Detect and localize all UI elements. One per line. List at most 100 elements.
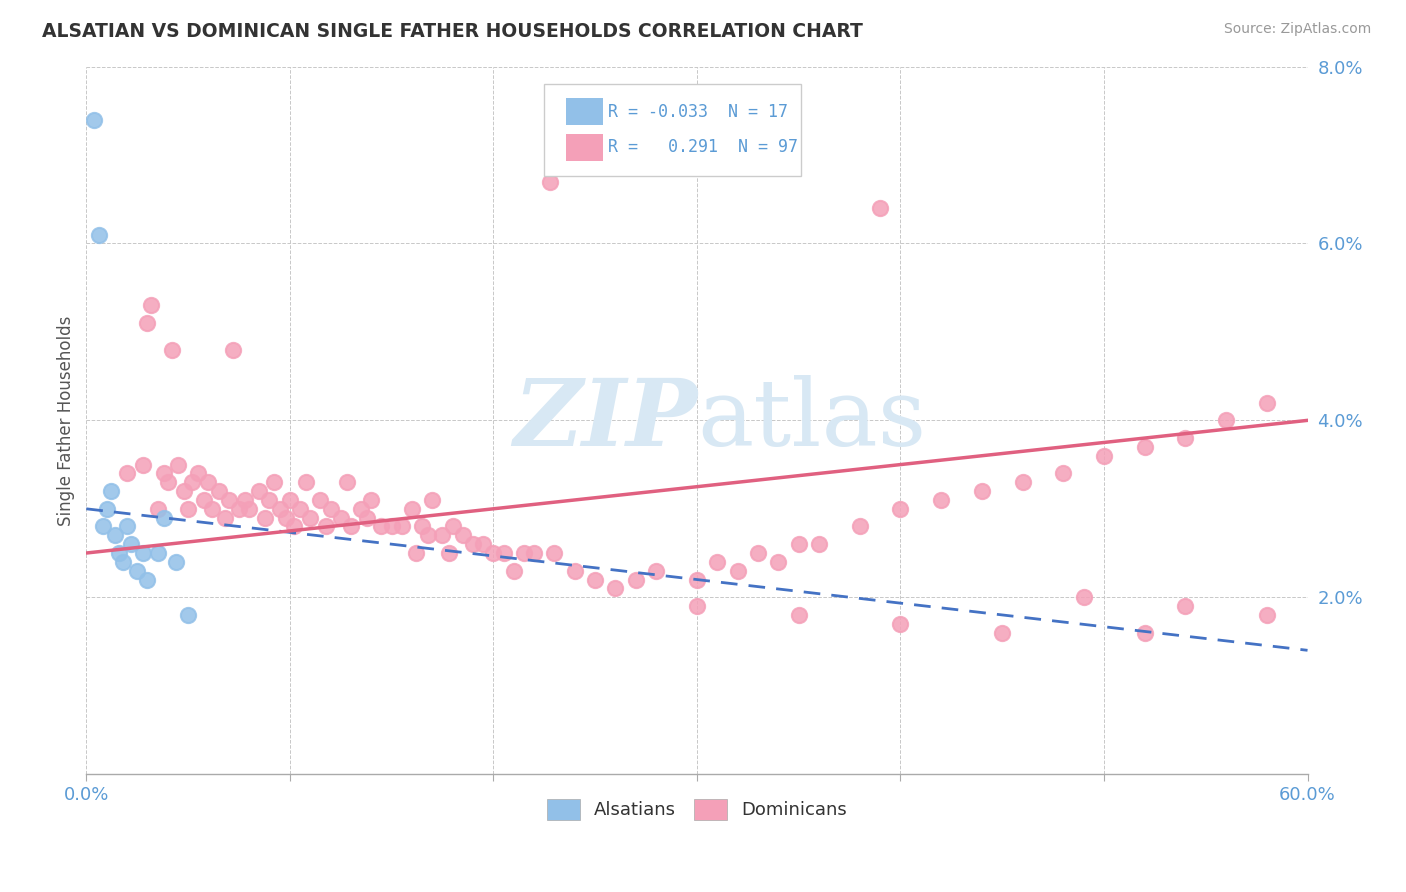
Point — [111, 555, 134, 569]
Text: atlas: atlas — [697, 376, 927, 466]
Point — [247, 484, 270, 499]
Y-axis label: Single Father Households: Single Father Households — [58, 315, 75, 525]
Point — [492, 546, 515, 560]
Point — [181, 475, 204, 490]
Point — [513, 546, 536, 560]
Point — [437, 546, 460, 560]
Text: R =   0.291  N = 97: R = 0.291 N = 97 — [607, 138, 797, 156]
Point — [152, 467, 174, 481]
Point — [1174, 431, 1197, 445]
Point — [451, 528, 474, 542]
Point — [228, 501, 250, 516]
Point — [309, 492, 332, 507]
Point — [115, 519, 138, 533]
Point — [278, 492, 301, 507]
Point — [502, 564, 524, 578]
Point — [160, 343, 183, 357]
Point — [706, 555, 728, 569]
Point — [543, 546, 565, 560]
Point — [889, 616, 911, 631]
Point — [1215, 413, 1237, 427]
Point — [405, 546, 427, 560]
Point — [214, 510, 236, 524]
Point — [120, 537, 142, 551]
Point — [167, 458, 190, 472]
Text: ALSATIAN VS DOMINICAN SINGLE FATHER HOUSEHOLDS CORRELATION CHART: ALSATIAN VS DOMINICAN SINGLE FATHER HOUS… — [42, 22, 863, 41]
Point — [96, 501, 118, 516]
Point — [104, 528, 127, 542]
Point — [1073, 591, 1095, 605]
Point — [263, 475, 285, 490]
Point — [929, 492, 952, 507]
Point — [141, 298, 163, 312]
Text: ZIP: ZIP — [513, 376, 697, 466]
Point — [315, 519, 337, 533]
Point — [461, 537, 484, 551]
Point — [420, 492, 443, 507]
Point — [768, 555, 790, 569]
Point — [381, 519, 404, 533]
Point — [132, 458, 155, 472]
Point — [350, 501, 373, 516]
Text: R = -0.033  N = 17: R = -0.033 N = 17 — [607, 103, 787, 121]
Point — [207, 484, 229, 499]
Point — [1092, 449, 1115, 463]
Point — [605, 582, 627, 596]
Point — [401, 501, 423, 516]
Point — [173, 484, 195, 499]
Point — [441, 519, 464, 533]
Point — [564, 564, 586, 578]
Point — [319, 501, 342, 516]
Point — [87, 227, 110, 242]
Point — [645, 564, 668, 578]
Point — [472, 537, 495, 551]
Point — [1256, 395, 1278, 409]
Point — [299, 510, 322, 524]
Point — [193, 492, 215, 507]
Point — [218, 492, 240, 507]
Point — [482, 546, 505, 560]
Point — [848, 519, 870, 533]
Bar — [567, 98, 603, 125]
Point — [165, 555, 187, 569]
Point — [411, 519, 433, 533]
Point — [360, 492, 382, 507]
Point — [197, 475, 219, 490]
Point — [156, 475, 179, 490]
Point — [418, 528, 440, 542]
Point — [808, 537, 831, 551]
Point — [889, 501, 911, 516]
Point — [1133, 625, 1156, 640]
Text: Source: ZipAtlas.com: Source: ZipAtlas.com — [1223, 22, 1371, 37]
Point — [329, 510, 352, 524]
Point — [624, 573, 647, 587]
Point — [100, 484, 122, 499]
Point — [136, 316, 159, 330]
Point — [574, 157, 596, 171]
Point — [991, 625, 1014, 640]
Point — [1133, 440, 1156, 454]
Point — [523, 546, 546, 560]
Point — [274, 510, 297, 524]
Point — [370, 519, 392, 533]
Point — [132, 546, 155, 560]
FancyBboxPatch shape — [544, 84, 801, 177]
Point — [869, 201, 891, 215]
Point — [727, 564, 749, 578]
Point — [340, 519, 363, 533]
Point — [222, 343, 245, 357]
Point — [288, 501, 311, 516]
Point — [432, 528, 454, 542]
Point — [686, 573, 709, 587]
Point — [152, 510, 174, 524]
Point — [187, 467, 209, 481]
Point — [233, 492, 256, 507]
Point — [686, 599, 709, 613]
Point — [970, 484, 993, 499]
Point — [127, 564, 149, 578]
Point — [146, 501, 169, 516]
Point — [136, 573, 159, 587]
Point — [538, 175, 561, 189]
Bar — [567, 134, 603, 161]
Point — [83, 112, 105, 127]
